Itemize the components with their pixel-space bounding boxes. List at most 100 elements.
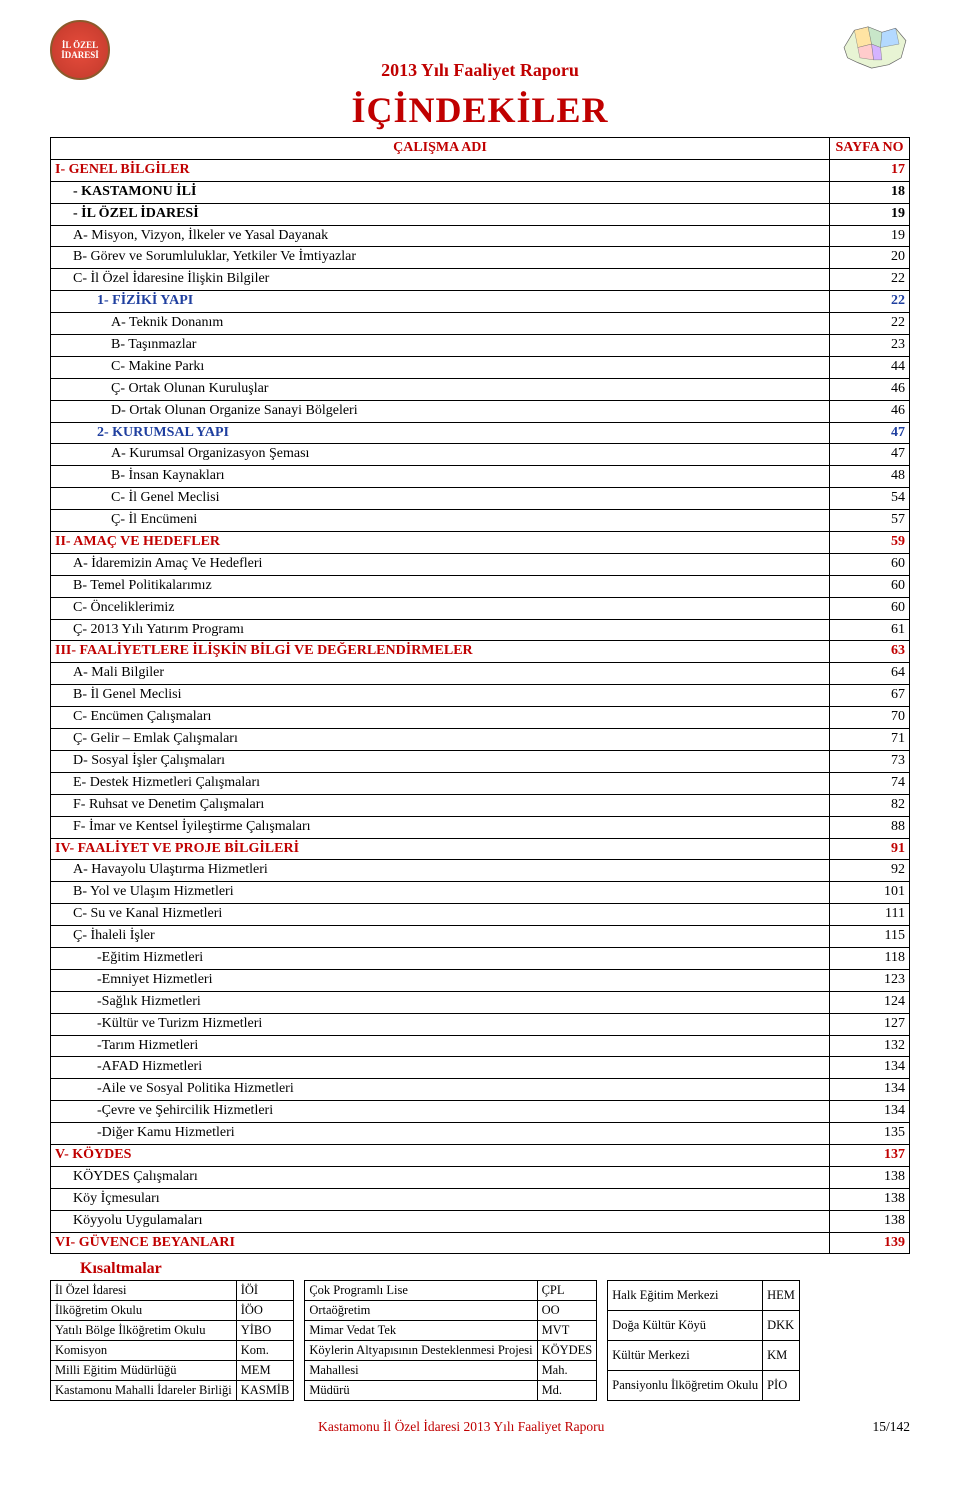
toc-page: 88	[830, 816, 910, 838]
abbr-code: Kom.	[236, 1341, 294, 1361]
toc-label: C- Önceliklerimiz	[51, 597, 830, 619]
toc-row: F- Ruhsat ve Denetim Çalışmaları82	[51, 794, 910, 816]
toc-label: -Sağlık Hizmetleri	[51, 991, 830, 1013]
toc-page: 138	[830, 1188, 910, 1210]
toc-row: V- KÖYDES137	[51, 1144, 910, 1166]
toc-row: B- Görev ve Sorumluluklar, Yetkiler Ve İ…	[51, 247, 910, 269]
toc-page: 46	[830, 400, 910, 422]
abbr-code: ÇPL	[537, 1281, 597, 1301]
toc-row: D- Sosyal İşler Çalışmaları73	[51, 750, 910, 772]
abbr-code: İÖO	[236, 1301, 294, 1321]
toc-label: -AFAD Hizmetleri	[51, 1057, 830, 1079]
toc-page: 137	[830, 1144, 910, 1166]
toc-label: C- Makine Parkı	[51, 356, 830, 378]
toc-label: -Aile ve Sosyal Politika Hizmetleri	[51, 1079, 830, 1101]
toc-label: A- İdaremizin Amaç Ve Hedefleri	[51, 553, 830, 575]
toc-page: 61	[830, 619, 910, 641]
toc-label: VI- GÜVENCE BEYANLARI	[51, 1232, 830, 1254]
abbr-row: Yatılı Bölge İlköğretim OkuluYİBO	[51, 1321, 294, 1341]
toc-row: -Diğer Kamu Hizmetleri135	[51, 1123, 910, 1145]
abbreviations-heading: Kısaltmalar	[80, 1260, 910, 1278]
toc-row: -Çevre ve Şehircilik Hizmetleri134	[51, 1101, 910, 1123]
toc-label: III- FAALİYETLERE İLİŞKİN BİLGİ VE DEĞER…	[51, 641, 830, 663]
toc-row: -AFAD Hizmetleri134	[51, 1057, 910, 1079]
toc-row: III- FAALİYETLERE İLİŞKİN BİLGİ VE DEĞER…	[51, 641, 910, 663]
toc-label: 2- KURUMSAL YAPI	[51, 422, 830, 444]
toc-label: KÖYDES Çalışmaları	[51, 1166, 830, 1188]
toc-row: -Tarım Hizmetleri132	[51, 1035, 910, 1057]
toc-page: 22	[830, 291, 910, 313]
abbr-term: İlköğretim Okulu	[51, 1301, 237, 1321]
toc-row: 1- FİZİKİ YAPI22	[51, 291, 910, 313]
toc-row: C- Makine Parkı44	[51, 356, 910, 378]
toc-row: Ç- Ortak Olunan Kuruluşlar46	[51, 378, 910, 400]
abbr-row: Pansiyonlu İlköğretim OkuluPİO	[608, 1370, 800, 1400]
toc-label: E- Destek Hizmetleri Çalışmaları	[51, 772, 830, 794]
toc-row: I- GENEL BİLGİLER17	[51, 159, 910, 181]
toc-row: -Aile ve Sosyal Politika Hizmetleri134	[51, 1079, 910, 1101]
toc-page: 57	[830, 510, 910, 532]
toc-row: E- Destek Hizmetleri Çalışmaları74	[51, 772, 910, 794]
toc-page: 60	[830, 553, 910, 575]
toc-label: -Kültür ve Turizm Hizmetleri	[51, 1013, 830, 1035]
toc-header-label: ÇALIŞMA ADI	[51, 138, 830, 160]
toc-page: 64	[830, 663, 910, 685]
toc-label: B- Yol ve Ulaşım Hizmetleri	[51, 882, 830, 904]
toc-row: Ç- İl Encümeni57	[51, 510, 910, 532]
abbr-row: Doğa Kültür KöyüDKK	[608, 1311, 800, 1341]
toc-label: Ç- 2013 Yılı Yatırım Programı	[51, 619, 830, 641]
toc-label: F- Ruhsat ve Denetim Çalışmaları	[51, 794, 830, 816]
toc-page: 115	[830, 926, 910, 948]
toc-page: 20	[830, 247, 910, 269]
toc-label: -Emniyet Hizmetleri	[51, 969, 830, 991]
toc-page: 70	[830, 707, 910, 729]
toc-label: - KASTAMONU İLİ	[51, 181, 830, 203]
toc-label: A- Teknik Donanım	[51, 313, 830, 335]
toc-row: B- İl Genel Meclisi67	[51, 685, 910, 707]
toc-table: ÇALIŞMA ADISAYFA NOI- GENEL BİLGİLER17- …	[50, 137, 910, 1254]
toc-label: -Çevre ve Şehircilik Hizmetleri	[51, 1101, 830, 1123]
toc-row: Köy İçmesuları138	[51, 1188, 910, 1210]
abbr-term: Yatılı Bölge İlköğretim Okulu	[51, 1321, 237, 1341]
toc-page: 101	[830, 882, 910, 904]
abbr-term: Milli Eğitim Müdürlüğü	[51, 1360, 237, 1380]
abbr-code: KÖYDES	[537, 1341, 597, 1361]
abbr-term: Kastamonu Mahalli İdareler Birliği	[51, 1380, 237, 1400]
toc-row: A- Kurumsal Organizasyon Şeması47	[51, 444, 910, 466]
toc-label: B- Görev ve Sorumluluklar, Yetkiler Ve İ…	[51, 247, 830, 269]
toc-row: - KASTAMONU İLİ18	[51, 181, 910, 203]
toc-row: C- Önceliklerimiz60	[51, 597, 910, 619]
toc-row: A- İdaremizin Amaç Ve Hedefleri60	[51, 553, 910, 575]
toc-label: C- İl Genel Meclisi	[51, 488, 830, 510]
toc-row: Köyyolu Uygulamaları138	[51, 1210, 910, 1232]
toc-row: C- İl Genel Meclisi54	[51, 488, 910, 510]
abbr-code: YİBO	[236, 1321, 294, 1341]
toc-page: 138	[830, 1166, 910, 1188]
toc-row: C- Encümen Çalışmaları70	[51, 707, 910, 729]
toc-label: I- GENEL BİLGİLER	[51, 159, 830, 181]
toc-label: -Eğitim Hizmetleri	[51, 947, 830, 969]
toc-row: II- AMAÇ VE HEDEFLER59	[51, 532, 910, 554]
toc-row: A- Misyon, Vizyon, İlkeler ve Yasal Daya…	[51, 225, 910, 247]
abbreviations-table-3: Halk Eğitim MerkeziHEMDoğa Kültür KöyüDK…	[607, 1280, 800, 1400]
toc-row: -Eğitim Hizmetleri118	[51, 947, 910, 969]
toc-label: Ç- İl Encümeni	[51, 510, 830, 532]
toc-page: 63	[830, 641, 910, 663]
toc-label: IV- FAALİYET VE PROJE BİLGİLERİ	[51, 838, 830, 860]
toc-label: -Tarım Hizmetleri	[51, 1035, 830, 1057]
toc-label: B- İnsan Kaynakları	[51, 466, 830, 488]
abbr-term: Mahallesi	[305, 1360, 537, 1380]
abbr-code: MVT	[537, 1321, 597, 1341]
logo-right	[840, 20, 910, 75]
toc-page: 60	[830, 597, 910, 619]
abbr-row: Köylerin Altyapısının Desteklenmesi Proj…	[305, 1341, 597, 1361]
toc-page: 127	[830, 1013, 910, 1035]
abbr-row: OrtaöğretimOO	[305, 1301, 597, 1321]
toc-page: 47	[830, 444, 910, 466]
map-icon	[840, 20, 910, 75]
abbr-term: Kültür Merkezi	[608, 1341, 763, 1371]
abbr-term: Halk Eğitim Merkezi	[608, 1281, 763, 1311]
toc-page: 123	[830, 969, 910, 991]
toc-label: Köy İçmesuları	[51, 1188, 830, 1210]
toc-label: Köyyolu Uygulamaları	[51, 1210, 830, 1232]
